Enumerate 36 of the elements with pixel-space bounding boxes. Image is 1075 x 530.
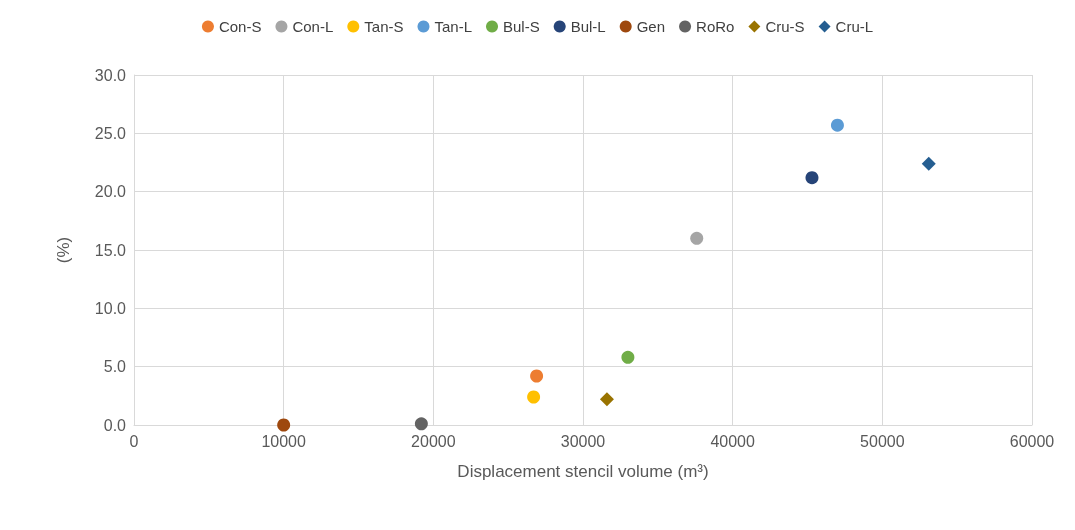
- y-tick-label: 15.0: [94, 241, 127, 259]
- point: [830, 118, 844, 132]
- legend-label: Gen: [636, 18, 666, 35]
- x-tick-label: 20000: [411, 432, 456, 450]
- point: [530, 369, 544, 383]
- point: [621, 350, 635, 364]
- point: [921, 156, 936, 171]
- legend-label: Tan-S: [364, 18, 404, 35]
- point: [690, 231, 704, 245]
- point: [414, 417, 428, 431]
- x-tick-label: 40000: [710, 432, 756, 450]
- legend-label: Cru-L: [835, 18, 874, 35]
- point: [527, 390, 541, 404]
- x-tick-label: 50000: [860, 432, 905, 450]
- y-tick-label: 30.0: [94, 66, 127, 84]
- x-tick-label: 60000: [1009, 432, 1055, 450]
- legend-label: Tan-L: [434, 18, 473, 35]
- y-tick-label: 0.0: [103, 416, 127, 434]
- legend-label: RoRo: [696, 18, 735, 35]
- legend-label: Con-S: [218, 18, 262, 35]
- legend-label: Cru-S: [765, 18, 805, 35]
- y-tick-label: 25.0: [94, 124, 127, 142]
- y-tick-label: 10.0: [94, 299, 127, 317]
- x-tick-label: 0: [129, 432, 139, 450]
- legend-label: Bul-S: [503, 18, 540, 35]
- point: [599, 392, 614, 407]
- x-tick-label: 10000: [261, 432, 307, 450]
- x-axis-title: Displacement stencil volume (m³): [457, 462, 709, 481]
- x-tick-label: 30000: [560, 432, 606, 450]
- y-tick-label: 20.0: [94, 183, 127, 201]
- point: [277, 418, 291, 432]
- legend-label: Con-L: [292, 18, 334, 35]
- legend-label: Bul-L: [570, 18, 606, 35]
- y-tick-label: 5.0: [103, 358, 127, 376]
- y-axis-title: (%): [54, 236, 73, 264]
- point: [805, 171, 819, 185]
